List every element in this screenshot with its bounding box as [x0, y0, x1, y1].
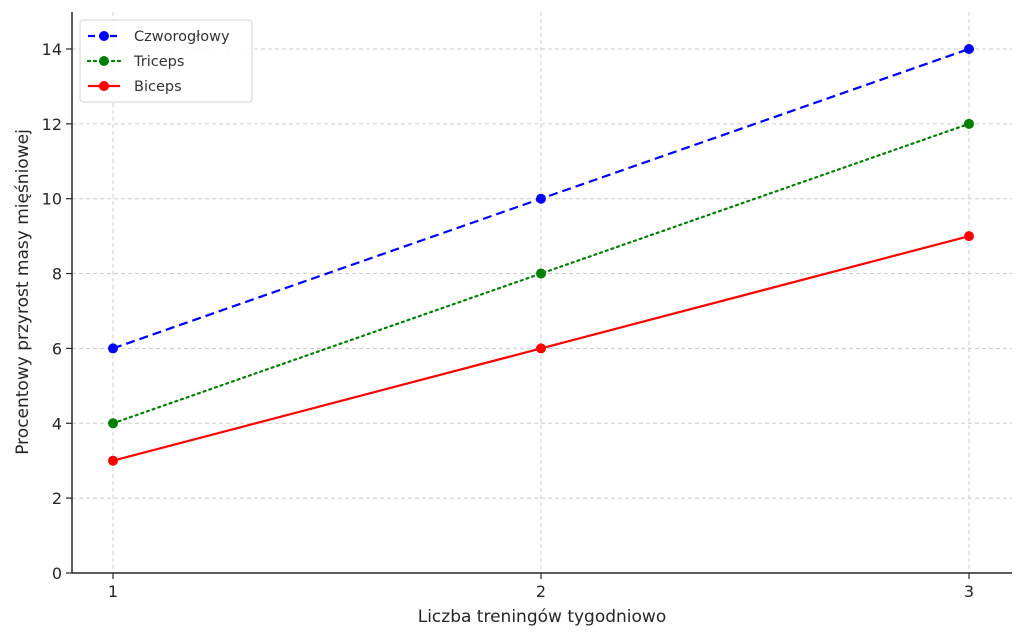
data-point: [108, 418, 118, 429]
y-tick-label: 2: [52, 489, 62, 508]
legend-item: Biceps: [88, 79, 182, 95]
x-axis-label: Liczba treningów tygodniowo: [418, 607, 667, 627]
data-point: [536, 343, 546, 354]
y-axis-ticks: 0 2 4 6 8 10 12 14: [42, 40, 72, 583]
y-axis-label: Procentowy przyrost masy mięśniowej: [13, 129, 33, 455]
series-biceps: [108, 231, 974, 466]
legend-item: Triceps: [86, 54, 184, 70]
x-tick-label: 3: [964, 582, 974, 601]
x-tick-label: 2: [536, 582, 546, 601]
y-tick-label: 4: [52, 414, 62, 433]
legend-item: Czworogłowy: [88, 29, 230, 45]
legend-marker: [99, 56, 109, 66]
data-point: [964, 118, 974, 129]
data-point: [964, 231, 974, 242]
legend-marker: [99, 81, 109, 91]
data-series: [108, 43, 974, 466]
legend-label: Triceps: [133, 54, 184, 70]
series-line: [111, 122, 971, 425]
data-point: [964, 43, 974, 54]
legend-box: [79, 19, 253, 103]
y-tick-label: 14: [42, 40, 62, 59]
data-point: [536, 193, 546, 204]
x-axis-ticks: 1 2 3: [108, 573, 974, 601]
legend-label: Biceps: [134, 79, 182, 95]
series-czworog-owy: [108, 43, 974, 354]
data-point: [108, 343, 118, 354]
legend-marker: [99, 31, 109, 41]
series-triceps: [108, 118, 974, 429]
y-tick-label: 0: [52, 564, 62, 583]
y-tick-label: 12: [42, 115, 62, 134]
x-tick-label: 1: [108, 582, 118, 601]
y-tick-label: 6: [52, 339, 62, 358]
legend: Czworogłowy Triceps Biceps: [79, 19, 253, 103]
data-point: [536, 268, 546, 279]
y-tick-label: 8: [52, 265, 62, 284]
data-point: [108, 455, 118, 466]
axes: [71, 12, 1012, 574]
legend-label: Czworogłowy: [134, 29, 230, 45]
y-tick-label: 10: [42, 190, 62, 209]
